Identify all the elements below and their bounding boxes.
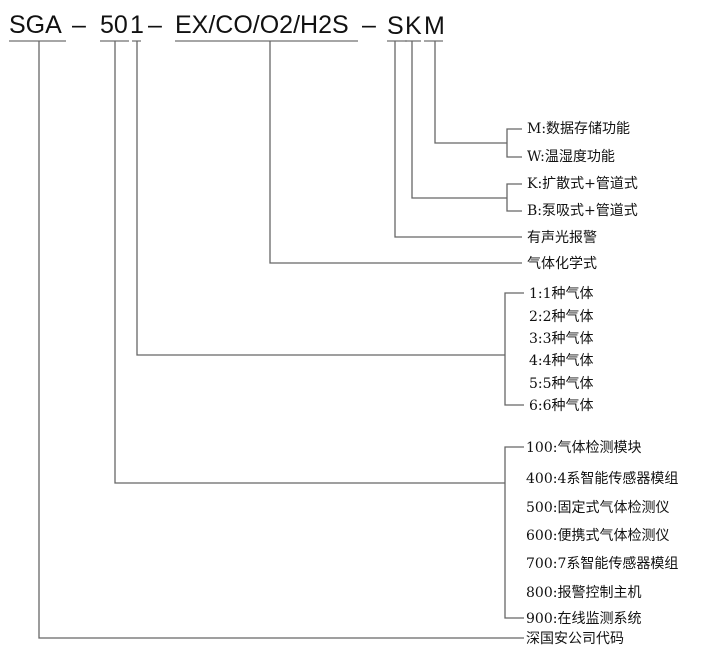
series-option: 600:便携式气体检测仪 bbox=[526, 528, 669, 544]
code-prefix: SGA bbox=[9, 11, 62, 39]
function-option: W:温湿度功能 bbox=[527, 149, 615, 165]
code-function: M bbox=[424, 12, 445, 40]
code-alarm: S bbox=[387, 12, 404, 40]
gas-count-option: 4:4种气体 bbox=[529, 353, 594, 369]
labels: M:数据存储功能 W:温湿度功能 K:扩散式+管道式 B:泵吸式+管道式 有声光… bbox=[526, 121, 678, 647]
series-option: 400:4系智能传感器模组 bbox=[526, 470, 678, 487]
mode-option: B:泵吸式+管道式 bbox=[527, 203, 638, 219]
mode-option: K:扩散式+管道式 bbox=[527, 176, 638, 192]
prefix-label: 深国安公司代码 bbox=[526, 631, 624, 647]
gas-count-option: 5:5种气体 bbox=[529, 376, 594, 392]
gas-count-option: 1:1种气体 bbox=[529, 286, 594, 302]
gas-count-option: 3:3种气体 bbox=[529, 331, 594, 347]
code-gas-count: 1 bbox=[130, 11, 144, 39]
connectors bbox=[38, 41, 524, 639]
series-option: 500:固定式气体检测仪 bbox=[526, 500, 669, 516]
code-dash: – bbox=[148, 11, 162, 39]
code-gases: EX/CO/O2/H2S bbox=[175, 11, 349, 39]
series-option: 800:报警控制主机 bbox=[526, 585, 641, 601]
gas-count-option: 2:2种气体 bbox=[529, 309, 594, 325]
gases-label: 气体化学式 bbox=[527, 256, 597, 272]
series-option: 700:7系智能传感器模组 bbox=[526, 555, 678, 572]
model-code: SGA – 50 1 – EX/CO/O2/H2S – S K M bbox=[9, 11, 445, 40]
function-option: M:数据存储功能 bbox=[527, 121, 630, 137]
code-dash: – bbox=[362, 11, 376, 39]
gas-count-option: 6:6种气体 bbox=[529, 398, 594, 414]
series-option: 900:在线监测系统 bbox=[526, 611, 641, 627]
series-option: 100:气体检测模块 bbox=[526, 440, 641, 456]
code-series: 50 bbox=[100, 11, 128, 39]
alarm-label: 有声光报警 bbox=[527, 230, 597, 246]
code-dash: – bbox=[72, 11, 86, 39]
code-mode: K bbox=[405, 12, 422, 40]
